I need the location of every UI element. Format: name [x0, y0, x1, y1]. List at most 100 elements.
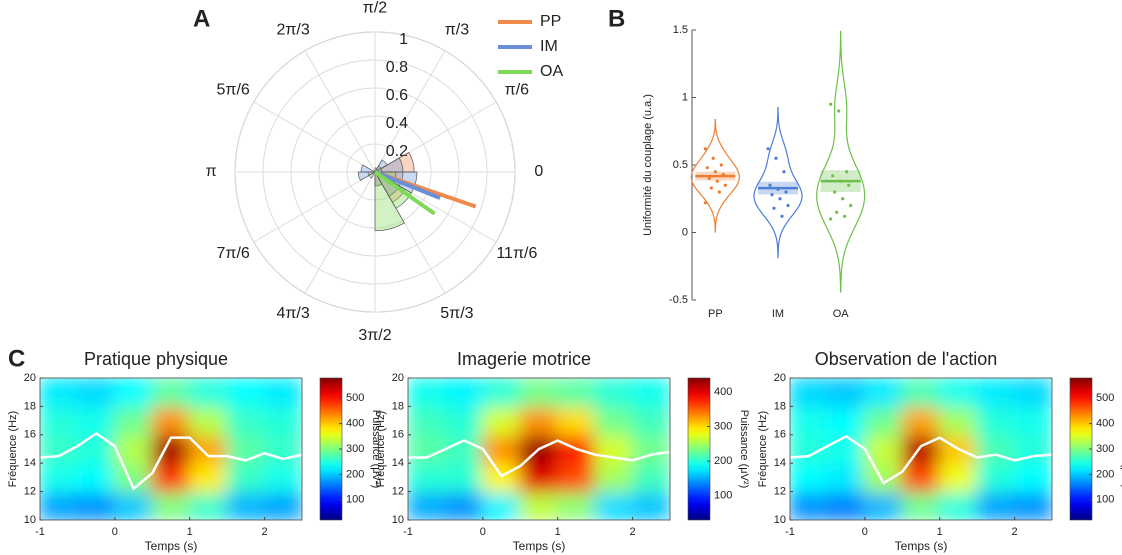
y-tick-label: 16 — [774, 429, 786, 441]
radial-tick-label: 0.6 — [386, 87, 408, 104]
heatmap-cell — [263, 378, 302, 408]
x-axis-label: Temps (s) — [513, 539, 566, 553]
y-tick-label: 12 — [392, 486, 404, 498]
heatmap-cells — [408, 378, 670, 520]
angular-grid — [374, 50, 446, 173]
heatmap-cell — [938, 490, 979, 520]
heatmap-cell — [444, 462, 484, 493]
heatmap-cell — [556, 405, 597, 436]
heatmap-cell — [40, 405, 79, 436]
heatmap-cell — [863, 405, 904, 436]
heatmap-cell — [1013, 490, 1052, 520]
data-point — [843, 214, 847, 218]
heatmap-cell — [556, 490, 597, 520]
y-axis-label: Uniformité du couplage (u.a.) — [642, 94, 654, 236]
data-point — [707, 176, 711, 181]
radial-tick-label: 0.8 — [386, 59, 408, 76]
heatmap-cell — [151, 378, 191, 408]
data-point — [845, 170, 849, 174]
colorbar-label: Puissance (μV²) — [1120, 410, 1122, 488]
x-tick-label: 0 — [480, 526, 486, 538]
data-point — [774, 156, 778, 160]
y-tick-label: 1 — [682, 91, 688, 103]
heatmap-cell — [408, 378, 447, 408]
heatmap-cell — [631, 378, 670, 408]
y-tick-label: 14 — [774, 457, 786, 469]
heatmap-cell — [481, 378, 522, 408]
chart-title: Observation de l'action — [815, 349, 998, 369]
y-tick-label: 20 — [774, 372, 786, 384]
data-point — [839, 179, 843, 183]
heatmap-cell — [263, 405, 302, 436]
heatmap-cell — [1013, 462, 1052, 493]
angular-tick-label: 2π/3 — [276, 21, 309, 38]
heatmap-cell — [863, 378, 904, 408]
heatmap-cell — [113, 378, 154, 408]
heatmap-cell — [444, 378, 484, 408]
heatmap-cell — [938, 405, 979, 436]
x-axis-label: Temps (s) — [145, 539, 198, 553]
x-tick-label: OA — [833, 308, 850, 320]
mean-vector — [374, 170, 441, 200]
heatmap-cell — [631, 405, 670, 436]
chart-title: Pratique physique — [84, 349, 228, 369]
y-axis-label: Fréquence (Hz) — [375, 411, 387, 487]
data-point — [766, 147, 770, 151]
data-point — [847, 183, 851, 187]
heatmap-cell — [40, 490, 79, 520]
heatmap-cell — [188, 462, 229, 493]
heatmap-cell — [226, 378, 266, 408]
heatmap — [40, 378, 302, 520]
overlay-line — [790, 434, 1052, 485]
heatmap-cells — [40, 378, 302, 520]
heatmap-cell — [594, 378, 634, 408]
y-tick-label: 18 — [392, 400, 404, 412]
y-tick-label: 14 — [24, 457, 36, 469]
x-tick-label: -1 — [35, 526, 45, 538]
angular-grid — [304, 171, 376, 294]
heatmap-cell — [976, 462, 1016, 493]
colorbar-tick-label: 100 — [1096, 494, 1114, 506]
angular-tick-label: 5π/3 — [440, 305, 473, 322]
colorbar-tick-label: 200 — [1096, 468, 1114, 480]
data-point — [721, 172, 725, 177]
heatmap-cell — [938, 462, 979, 493]
heatmap-cell — [188, 490, 229, 520]
angular-tick-label: π — [206, 163, 217, 180]
y-tick-label: 12 — [774, 486, 786, 498]
heatmap-cell — [113, 490, 154, 520]
heatmap — [408, 378, 670, 520]
heatmap-cell — [408, 433, 447, 465]
colorbar-tick-label: 300 — [346, 443, 364, 455]
data-point — [703, 201, 707, 205]
x-tick-label: -1 — [785, 526, 795, 538]
x-tick-label: PP — [708, 308, 723, 320]
heatmap-cell — [826, 378, 866, 408]
heatmap-cell — [556, 378, 597, 408]
data-point — [831, 174, 835, 178]
data-point — [837, 109, 841, 113]
heatmap-cell — [901, 405, 941, 436]
histogram-wedge — [374, 170, 405, 232]
heatmap-cell — [444, 490, 484, 520]
x-tick-label: 0 — [862, 526, 868, 538]
data-point — [780, 214, 784, 218]
legend-label: OA — [540, 63, 563, 80]
colorbar-tick-label: 500 — [1096, 392, 1114, 404]
y-axis-label: Fréquence (Hz) — [757, 411, 769, 487]
heatmap-cell — [976, 405, 1016, 436]
heatmap-cell — [519, 462, 559, 493]
data-point — [776, 187, 780, 191]
colorbar — [1069, 377, 1093, 521]
legend-label: PP — [540, 13, 561, 30]
violin — [690, 119, 740, 233]
heatmap-cell — [408, 405, 447, 436]
heatmap-cell — [519, 378, 559, 408]
heatmap-cell — [631, 462, 670, 493]
y-tick-label: 16 — [392, 429, 404, 441]
heatmap-cell — [519, 490, 559, 520]
violin — [753, 106, 803, 259]
y-tick-label: 20 — [24, 372, 36, 384]
heatmap-cell — [938, 378, 979, 408]
heatmap-cell — [40, 462, 79, 493]
